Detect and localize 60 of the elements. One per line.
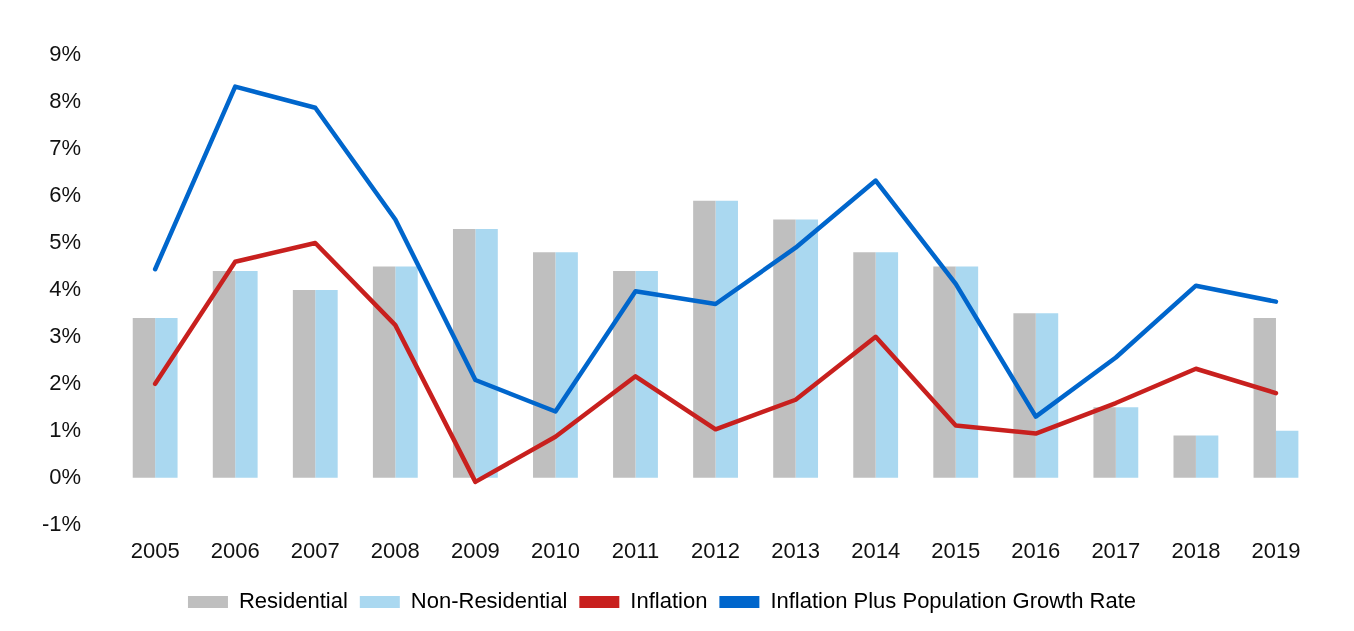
x-tick-label: 2007 <box>290 537 340 563</box>
y-tick-label: 5% <box>49 229 82 255</box>
x-tick-label: 2019 <box>1251 537 1301 563</box>
bar <box>395 266 418 478</box>
bar <box>315 289 338 478</box>
bar <box>475 228 498 478</box>
bar <box>1035 313 1059 478</box>
bar <box>1195 435 1219 478</box>
y-tick-label: 2% <box>49 369 82 395</box>
legend-label: Inflation Plus Population Growth Rate <box>770 588 1137 614</box>
x-tick-label: 2010 <box>530 537 580 563</box>
bar <box>452 228 476 478</box>
bar <box>1173 435 1196 478</box>
bar <box>155 318 178 478</box>
x-tick-label: 2013 <box>771 537 821 563</box>
bar <box>1253 318 1276 478</box>
bar <box>533 252 556 478</box>
x-tick-label: 2005 <box>130 537 180 563</box>
x-tick-label: 2008 <box>370 537 420 563</box>
x-tick-label: 2014 <box>851 537 901 563</box>
bar <box>1093 407 1116 478</box>
legend-label: Residential <box>238 588 348 614</box>
x-tick-label: 2017 <box>1091 537 1141 563</box>
bar <box>693 200 716 478</box>
bar <box>635 271 658 478</box>
bar <box>795 219 819 478</box>
bar <box>875 252 899 478</box>
y-tick-label: 6% <box>49 182 82 208</box>
legend-label: Inflation <box>630 588 708 614</box>
y-tick-label: 7% <box>49 135 82 161</box>
bar <box>212 271 236 478</box>
bar <box>372 266 396 478</box>
y-tick-label: 4% <box>49 275 82 301</box>
x-tick-label: 2015 <box>931 537 981 563</box>
x-tick-label: 2011 <box>611 537 660 563</box>
x-tick-label: 2012 <box>691 537 741 563</box>
bar <box>555 252 578 478</box>
y-tick-label: 0% <box>49 463 82 489</box>
bar <box>933 266 956 478</box>
x-tick-label: 2006 <box>210 537 260 563</box>
bar <box>1275 430 1299 478</box>
y-tick-label: 1% <box>49 416 82 442</box>
bar <box>1115 407 1139 478</box>
y-tick-label: -1% <box>42 510 82 536</box>
x-tick-label: 2016 <box>1011 537 1061 563</box>
bar <box>955 266 979 478</box>
bar <box>132 318 156 478</box>
y-tick-label: 8% <box>49 88 82 114</box>
y-tick-label: 3% <box>49 322 82 348</box>
bar <box>292 289 316 478</box>
y-tick-label: 9% <box>49 41 82 67</box>
legend-label: Non-Residential <box>410 588 568 614</box>
x-tick-label: 2018 <box>1171 537 1221 563</box>
bar <box>773 219 796 478</box>
bar <box>853 252 876 478</box>
bar <box>613 271 636 478</box>
bar <box>235 271 258 478</box>
bar <box>715 200 738 478</box>
x-tick-label: 2009 <box>450 537 500 563</box>
bar <box>1013 313 1036 478</box>
